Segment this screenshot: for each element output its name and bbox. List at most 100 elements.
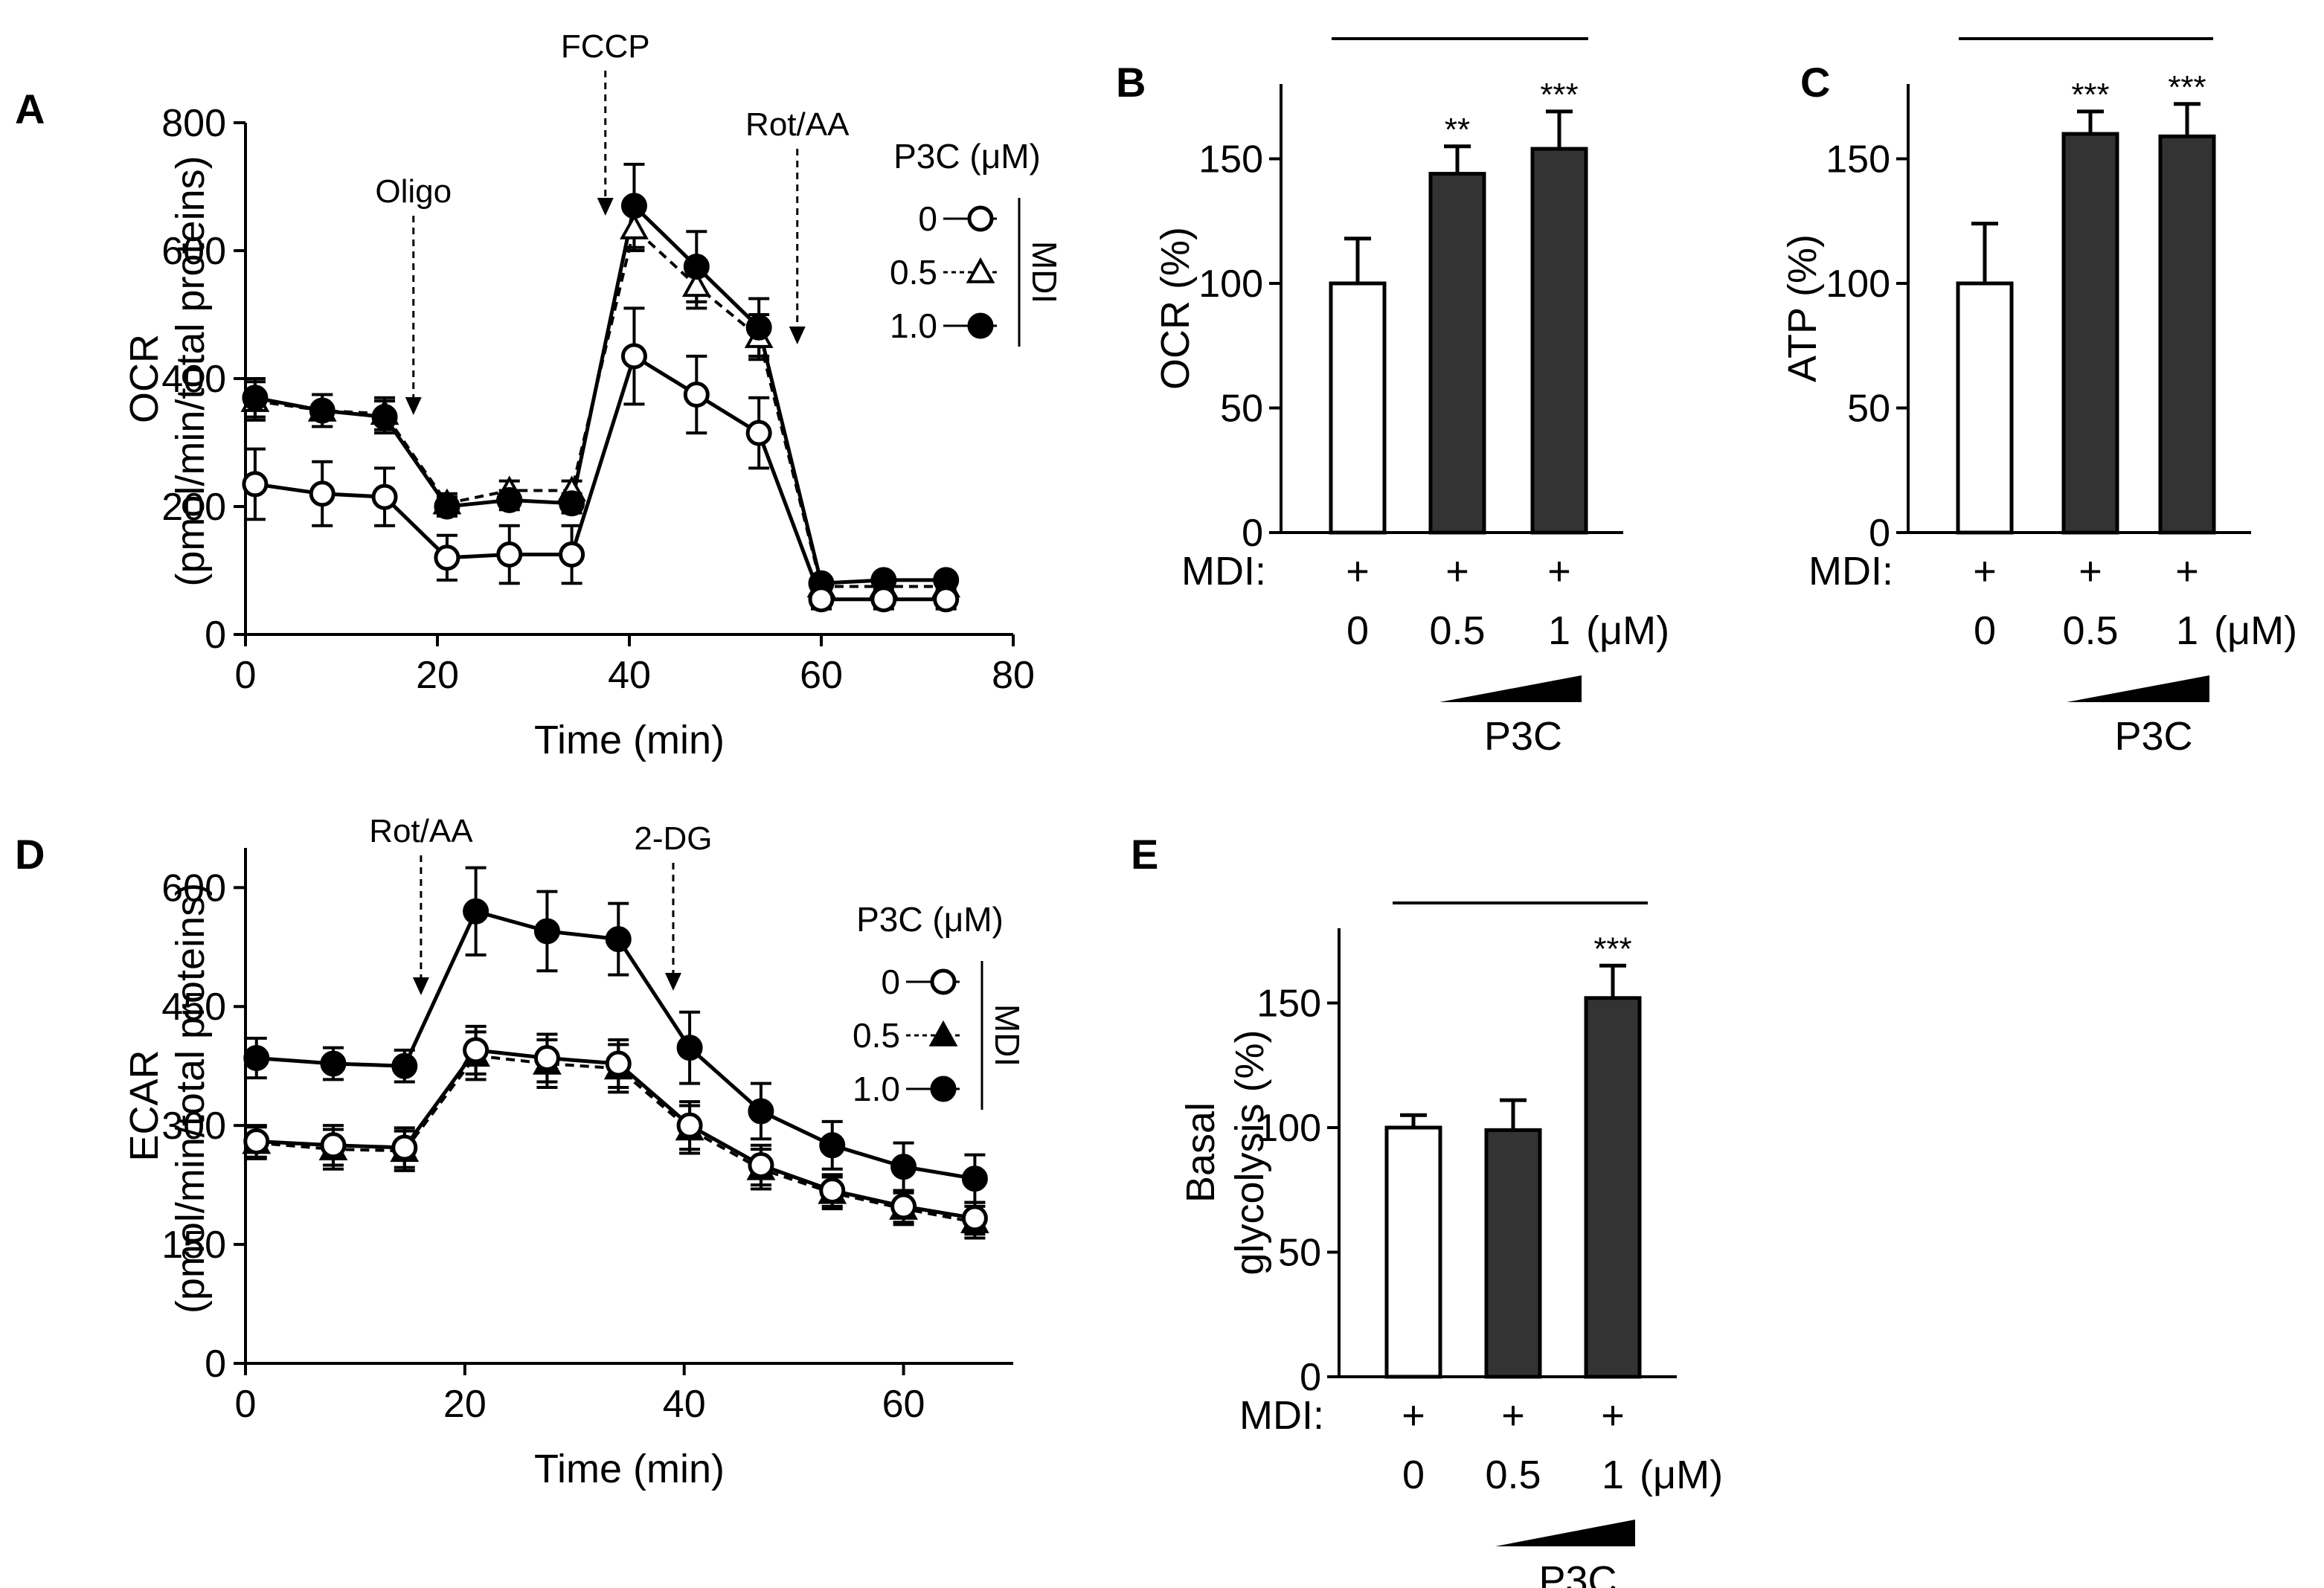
annotation-arrow-head <box>789 327 806 344</box>
bar-0 <box>1384 1125 1442 1379</box>
bar-2 <box>1584 996 1642 1379</box>
y-axis-title: OCR (%) <box>1153 227 1198 390</box>
bar-2 <box>1530 147 1588 535</box>
data-point-0 <box>933 586 960 613</box>
y-tick-label: 50 <box>1847 388 1890 431</box>
data-point-1.0 <box>683 254 710 280</box>
bar-1 <box>2061 132 2119 535</box>
significance-mark: *** <box>1540 77 1578 113</box>
legend-marker-0.5 <box>966 257 995 283</box>
y-tick-label: 800 <box>161 102 226 145</box>
series-line-0 <box>254 353 946 602</box>
data-point-0 <box>371 483 398 510</box>
legend-group-label: MDI <box>988 1004 1027 1067</box>
mdi-plus-sign: + <box>2079 549 2102 594</box>
data-point-0 <box>745 419 772 446</box>
significance-mark: *** <box>2071 77 2109 113</box>
dose-gradient-wedge <box>1495 1520 1635 1546</box>
data-point-1.0 <box>890 1154 917 1180</box>
x-tick-label: 60 <box>800 654 843 697</box>
y-tick-label: 0 <box>205 1343 226 1386</box>
y-tick-label: 100 <box>1256 1107 1321 1150</box>
condition-row-label: MDI: <box>1181 549 1266 594</box>
data-point-0.5 <box>681 271 711 298</box>
y-axis-title: ECAR <box>122 1049 167 1161</box>
bar-1 <box>1428 172 1486 535</box>
dose-label: 1 <box>1602 1453 1624 1497</box>
glycolysis-bar-chart: 0 50 100 150 Basal glycolysis (%) *** MDI: + + +0 0… <box>1178 901 1723 1588</box>
data-point-0 <box>870 586 897 613</box>
mdi-plus-sign: + <box>1547 549 1571 594</box>
y-tick-label: 150 <box>161 1224 226 1267</box>
dose-label: 0 <box>1346 608 1369 653</box>
data-point-0 <box>434 544 460 571</box>
data-point-0 <box>533 1045 560 1072</box>
legend-entry-label: 0.5 <box>890 253 937 292</box>
data-point-0 <box>683 382 710 408</box>
data-point-0 <box>748 1151 774 1178</box>
data-point-0 <box>309 480 336 507</box>
y-tick-label: 0 <box>1300 1356 1321 1399</box>
annotation-label: 2-DG <box>634 820 712 857</box>
x-tick-label: 0 <box>235 1383 257 1426</box>
data-point-1.0 <box>242 385 269 411</box>
legend-entry-label: 0.5 <box>853 1016 900 1055</box>
drug-label: P3C <box>1484 714 1562 759</box>
dose-label: 0.5 <box>1485 1453 1541 1497</box>
mdi-plus-sign: + <box>1501 1393 1525 1438</box>
data-point-0 <box>463 1037 489 1064</box>
y-tick-label: 600 <box>161 230 226 273</box>
panel-e-label: E <box>1131 831 1158 878</box>
annotation-arrow-head <box>664 973 681 991</box>
ocr-line-chart: 0 200 400 600 800 0 20 40 60 80 Time (min) OCR (pmol… <box>122 28 1064 762</box>
atp-bar-chart: 0 50 100 150 ATP (%) *** *** MDI: + + +0 0.5 1 (μM) P3… <box>1780 37 2297 759</box>
annotation-label: FCCP <box>561 28 650 65</box>
annotation-label: Rot/AA <box>369 813 473 849</box>
y-tick-label: 150 <box>1198 138 1263 181</box>
x-tick-label: 60 <box>882 1383 925 1426</box>
data-point-0 <box>819 1177 846 1204</box>
annotation-label: Oligo <box>375 173 452 210</box>
data-point-1.0 <box>463 898 489 925</box>
x-tick-label: 20 <box>416 654 459 697</box>
dose-unit: (μM) <box>1640 1453 1723 1497</box>
bar-0 <box>1956 281 2014 535</box>
bar-2 <box>2158 134 2216 535</box>
legend-entry-label: 1.0 <box>853 1070 900 1108</box>
legend-marker-0 <box>930 968 957 995</box>
mdi-plus-sign: + <box>1346 549 1370 594</box>
data-point-1.0 <box>309 397 336 424</box>
data-point-0 <box>242 471 269 498</box>
dose-label: 1 <box>2176 608 2198 653</box>
y-tick-label: 50 <box>1278 1232 1321 1275</box>
y-axis-title: ATP (%) <box>1780 234 1825 382</box>
data-point-1.0 <box>559 490 585 517</box>
x-tick-label: 40 <box>663 1383 706 1426</box>
data-point-0 <box>605 1050 632 1077</box>
y-tick-label: 100 <box>1826 263 1890 306</box>
annotation-label: Rot/AA <box>745 106 850 143</box>
annotation-arrow-head <box>412 977 429 995</box>
data-point-0 <box>391 1134 418 1161</box>
dose-unit: (μM) <box>2214 608 2297 653</box>
series-line-0.5 <box>254 225 946 588</box>
legend-title: P3C (μM) <box>893 137 1041 176</box>
legend-entry-label: 1.0 <box>890 306 937 345</box>
y-axis-subtitle: (pmol/min/total proteins) <box>168 155 213 586</box>
y-tick-label: 150 <box>1256 983 1321 1026</box>
legend-marker-1.0 <box>967 312 994 339</box>
mdi-plus-sign: + <box>1402 1393 1425 1438</box>
data-point-0 <box>320 1132 347 1159</box>
y-tick-label: 300 <box>161 1105 226 1148</box>
panel-a-label: A <box>15 86 45 132</box>
dose-unit: (μM) <box>1586 608 1669 653</box>
x-tick-label: 20 <box>443 1383 487 1426</box>
data-point-1.0 <box>371 404 398 431</box>
y-tick-label: 100 <box>1198 263 1263 306</box>
data-point-0 <box>676 1112 703 1139</box>
annotation-arrow-head <box>405 397 422 415</box>
data-point-1.0 <box>819 1132 846 1159</box>
x-axis-title: Time (min) <box>534 1447 725 1491</box>
legend-marker-0.5 <box>928 1020 958 1047</box>
data-point-0 <box>961 1205 988 1232</box>
